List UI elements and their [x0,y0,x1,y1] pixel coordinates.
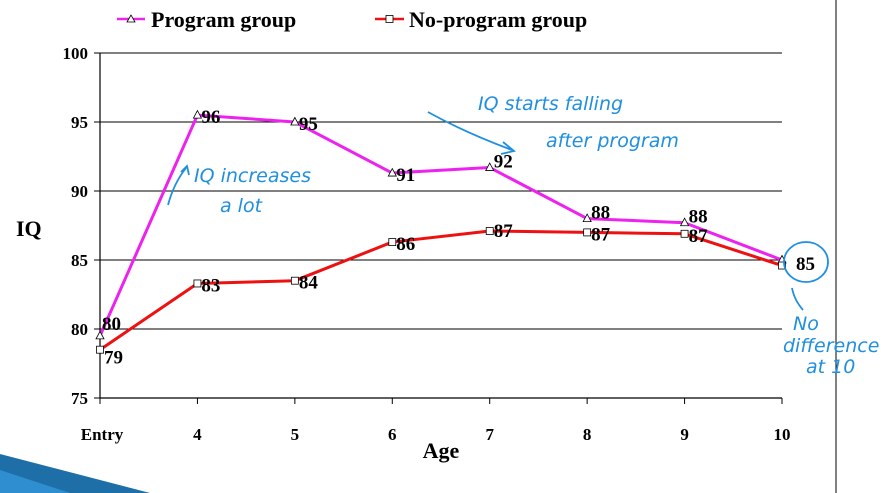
x-tick-label: 7 [485,425,494,444]
marker-program-point [192,109,203,119]
annotation-arrowhead-falling [500,141,516,155]
y-tick-label: 75 [71,389,88,408]
data-label-program: 85 [796,254,815,275]
data-label-no-program: 83 [201,275,220,296]
data-label-program: 92 [494,152,513,173]
annotation-arrow-falling [427,111,513,151]
annotation-iq-starts-falling: IQ starts falling [478,93,623,115]
x-tick-label: 6 [388,425,397,444]
marker-no-program-point [485,227,494,235]
axes [94,52,783,404]
data-label-no-program: 87 [591,224,611,245]
marker-program-point [387,167,397,177]
data-label-program: 88 [689,207,708,228]
series-line-no-program [99,229,783,351]
data-label-no-program: 87 [494,221,514,242]
marker-no-program-point [290,276,299,285]
data-label-program: 96 [201,107,220,128]
data-label-program: 95 [299,114,318,135]
data-labels: 80 96 95 91 92 88 88 85 79 83 84 86 87 87 87 [102,107,815,369]
y-tick-label: 80 [71,320,88,339]
x-tick-label: 4 [193,425,202,444]
y-tick-label: 95 [71,113,88,132]
legend: Program group No-program group [117,7,587,32]
data-label-no-program: 79 [104,348,123,369]
y-tick-labels: 75 80 85 90 95 100 [63,44,89,408]
annotation-after-program: after program [546,130,679,152]
marker-program-point [290,116,300,126]
legend-square-icon [385,15,394,23]
data-label-no-program: 87 [689,226,709,247]
annotation-arrow-increase [167,167,187,206]
annotations: IQ increases a lot IQ starts falling aft… [167,93,879,378]
x-tick-label: 8 [583,425,592,444]
series-markers [95,109,787,354]
annotation-a-lot: a lot [220,195,264,217]
y-tick-label: 100 [63,44,89,63]
data-label-no-program: 86 [396,234,415,255]
x-tick-label: 9 [680,425,689,444]
marker-no-program-point [388,238,397,246]
marker-no-program-point [680,229,689,238]
annotation-circle-85 [783,241,829,283]
x-tick-label: Entry [81,425,124,444]
x-axis-label: Age [423,438,460,463]
annotation-no: No [793,313,819,335]
annotation-line-no-difference [791,287,804,311]
x-tick-labels: Entry 4 5 6 7 8 9 10 [81,425,791,444]
marker-program-point [95,330,105,340]
marker-program-point [679,217,690,227]
y-tick-label: 90 [71,182,88,201]
marker-no-program-point [193,279,202,288]
marker-no-program-point [583,228,592,237]
data-label-program: 91 [396,165,415,186]
marker-program-point [485,162,495,171]
annotation-difference: difference [783,335,879,357]
data-label-no-program: 84 [299,273,319,294]
x-tick-label: 5 [291,425,300,444]
marker-no-program-point [96,345,104,354]
y-axis-label: IQ [16,216,42,241]
legend-program-label: Program group [151,7,296,32]
series-lines [98,113,783,351]
x-tick-label: 10 [774,425,791,444]
marker-program-point [582,213,592,223]
annotation-at-10: at 10 [806,356,855,378]
marker-no-program-point [778,261,786,270]
gridlines [100,52,782,399]
slide-corner-arrow-inner [0,470,70,493]
data-label-program: 88 [591,203,610,224]
legend-noprogram-label: No-program group [409,7,587,32]
y-tick-label: 85 [71,251,88,270]
annotation-arrowhead-increase [180,164,190,176]
data-label-program: 80 [102,314,121,335]
annotation-iq-increases: IQ increases [194,165,311,187]
series-line-program [98,113,783,337]
legend-triangle-icon [126,14,136,23]
